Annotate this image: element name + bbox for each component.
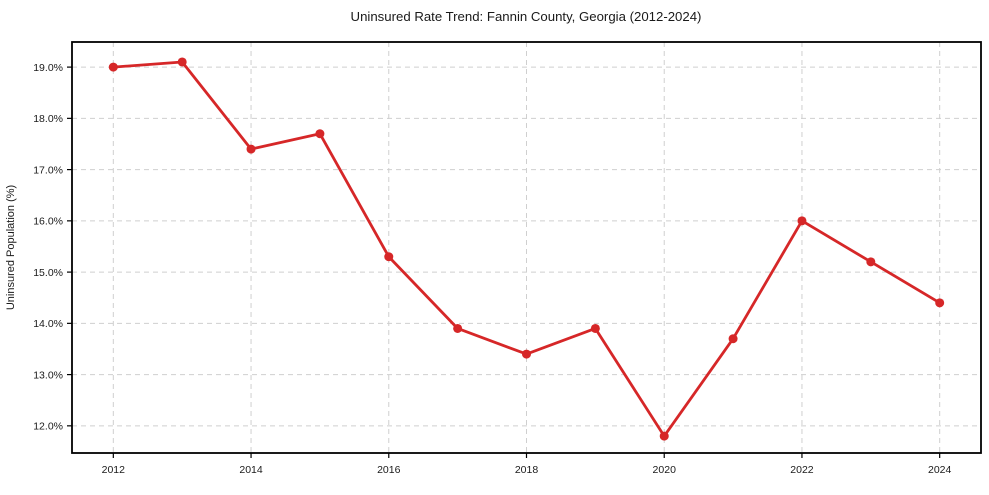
data-point [797, 216, 807, 226]
data-point [866, 257, 876, 267]
gridlines [72, 42, 981, 453]
y-tick-label: 17.0% [33, 164, 63, 176]
tick-labels: 12.0% 13.0% 14.0% 15.0% 16.0% 17.0% 18.0% 19.0%… [33, 62, 951, 476]
data-point [453, 323, 463, 333]
y-tick-label: 19.0% [33, 62, 63, 74]
data-point [246, 144, 256, 154]
data-point [659, 431, 669, 441]
chart-title: Uninsured Rate Trend: Fannin County, Geo… [351, 9, 702, 24]
x-tick-label: 2022 [790, 464, 814, 476]
y-tick-label: 14.0% [33, 318, 63, 330]
y-tick-label: 13.0% [33, 369, 63, 381]
data-point [522, 349, 531, 359]
data-point [590, 323, 600, 333]
data-point [728, 334, 738, 344]
y-tick-label: 15.0% [33, 267, 63, 279]
data-point [315, 129, 325, 139]
y-tick-label: 12.0% [33, 421, 63, 433]
y-tick-label: 18.0% [33, 113, 63, 125]
x-tick-label: 2014 [239, 464, 263, 476]
data-point [384, 252, 394, 262]
x-tick-label: 2024 [928, 464, 952, 476]
x-tick-label: 2012 [102, 464, 126, 476]
x-tick-label: 2016 [377, 464, 401, 476]
data-point [108, 62, 118, 72]
axes [67, 41, 982, 458]
x-tick-label: 2018 [515, 464, 539, 476]
series-uninsured-rate [108, 57, 945, 441]
y-axis-label: Uninsured Population (%) [5, 185, 17, 310]
data-point [177, 57, 187, 67]
data-point [935, 298, 945, 308]
x-tick-label: 2020 [653, 464, 677, 476]
y-tick-label: 16.0% [33, 216, 63, 228]
